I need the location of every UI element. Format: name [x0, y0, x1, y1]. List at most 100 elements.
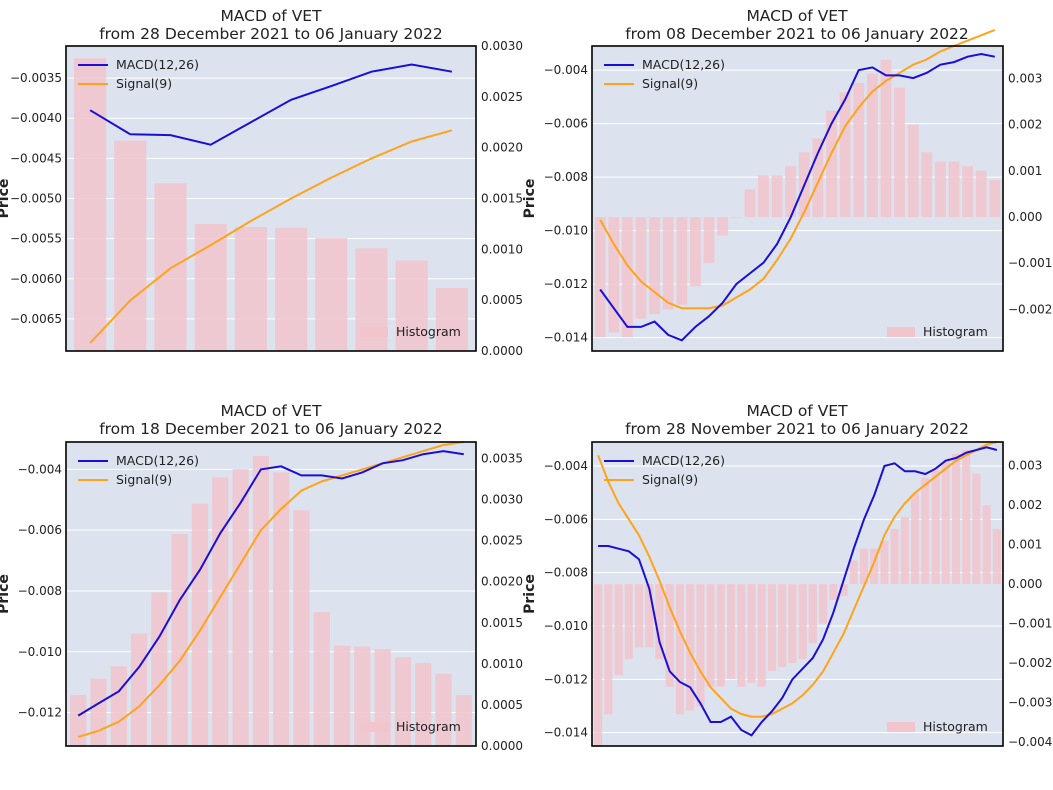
- y2-tick-label: −0.001: [1008, 256, 1052, 270]
- chart-panel-4: MACD of VETfrom 28 November 2021 to 06 J…: [522, 402, 1052, 749]
- legend-histogram-label: Histogram: [396, 719, 461, 734]
- histogram-bar: [747, 584, 755, 683]
- histogram-bar: [901, 517, 909, 584]
- histogram-bar: [962, 166, 973, 217]
- histogram-bar: [676, 584, 684, 714]
- y2-tick-label: 0.0005: [481, 698, 523, 712]
- y2-tick-label: 0.0015: [481, 616, 523, 630]
- legend-macd-label: MACD(12,26): [642, 57, 725, 72]
- histogram-bar: [758, 584, 766, 687]
- histogram-bar: [840, 92, 851, 217]
- histogram-bar: [799, 584, 807, 659]
- legend-signal-label: Signal(9): [116, 76, 172, 91]
- histogram-bar: [983, 505, 991, 584]
- y-tick-label: −0.0035: [10, 71, 62, 85]
- chart-subtitle: from 18 December 2021 to 06 January 2022: [99, 420, 443, 438]
- histogram-bar: [151, 592, 167, 746]
- histogram-bar: [737, 584, 745, 687]
- chart-title: MACD of VET: [220, 402, 322, 420]
- histogram-bar: [731, 217, 742, 218]
- histogram-bar: [704, 217, 715, 263]
- y2-tick-label: 0.0030: [481, 493, 523, 507]
- histogram-bar: [625, 584, 633, 659]
- plot-area: [66, 442, 476, 746]
- histogram-bar: [921, 152, 932, 217]
- histogram-bar: [663, 217, 674, 309]
- histogram-bar: [880, 541, 888, 584]
- histogram-bar: [293, 510, 309, 746]
- histogram-bar: [993, 529, 1001, 584]
- y2-tick-label: 0.001: [1008, 538, 1042, 552]
- y2-tick-label: 0.0020: [481, 141, 523, 155]
- y-axis-label: Price: [522, 179, 538, 219]
- histogram-bar: [744, 189, 755, 217]
- y-tick-label: −0.008: [18, 584, 62, 598]
- histogram-bar: [275, 228, 307, 351]
- y-tick-label: −0.014: [544, 726, 588, 740]
- histogram-bar: [594, 584, 602, 746]
- y-tick-label: −0.004: [544, 459, 588, 473]
- histogram-bar: [949, 162, 960, 217]
- histogram-bar: [829, 584, 837, 600]
- histogram-bar: [649, 217, 660, 314]
- legend-histogram-label: Histogram: [396, 324, 461, 339]
- histogram-bar: [850, 560, 858, 584]
- y-tick-label: −0.012: [18, 706, 62, 720]
- histogram-bar: [758, 175, 769, 217]
- y-tick-label: −0.010: [544, 224, 588, 238]
- histogram-bar: [172, 534, 188, 746]
- y-tick-label: −0.0045: [10, 151, 62, 165]
- histogram-bar: [192, 504, 208, 746]
- y-tick-label: −0.0065: [10, 312, 62, 326]
- histogram-bar: [604, 584, 612, 714]
- y2-tick-label: 0.003: [1008, 71, 1042, 85]
- histogram-bar: [962, 450, 970, 584]
- y2-tick-label: −0.003: [1008, 696, 1052, 710]
- histogram-bar: [707, 584, 715, 687]
- histogram-bar: [436, 288, 468, 351]
- y2-tick-label: −0.001: [1008, 617, 1052, 631]
- histogram-bar: [989, 180, 1000, 217]
- histogram-bar: [819, 584, 827, 623]
- y-tick-label: −0.008: [544, 566, 588, 580]
- histogram-bar: [809, 584, 817, 643]
- y-tick-label: −0.0050: [10, 192, 62, 206]
- y-tick-label: −0.004: [18, 462, 62, 476]
- histogram-bar: [826, 111, 837, 217]
- y-axis-label: Price: [0, 179, 12, 219]
- y2-tick-label: 0.0025: [481, 534, 523, 548]
- legend-signal-label: Signal(9): [642, 472, 698, 487]
- histogram-bar: [942, 462, 950, 584]
- legend-macd-label: MACD(12,26): [642, 453, 725, 468]
- chart-subtitle: from 28 November 2021 to 06 January 2022: [625, 420, 969, 438]
- chart-title: MACD of VET: [746, 402, 848, 420]
- histogram-bar: [131, 633, 147, 746]
- y-tick-label: −0.014: [544, 331, 588, 345]
- histogram-bar: [921, 478, 929, 585]
- y-tick-label: −0.004: [544, 63, 588, 77]
- histogram-bar: [952, 454, 960, 584]
- histogram-bar: [972, 474, 980, 585]
- histogram-bar: [676, 217, 687, 305]
- histogram-bar: [608, 217, 619, 333]
- y-tick-label: −0.006: [18, 523, 62, 537]
- histogram-bar: [74, 58, 106, 351]
- histogram-bar: [772, 175, 783, 217]
- histogram-bar: [788, 584, 796, 663]
- histogram-bar: [314, 612, 330, 746]
- histogram-bar: [315, 238, 347, 351]
- histogram-bar: [812, 138, 823, 217]
- chart-title: MACD of VET: [220, 7, 322, 25]
- y2-tick-label: 0.003: [1008, 459, 1042, 473]
- chart-panel-2: MACD of VETfrom 08 December 2021 to 06 J…: [522, 7, 1052, 351]
- histogram-bar: [154, 183, 186, 351]
- histogram-bar: [768, 584, 776, 671]
- histogram-bar: [696, 584, 704, 706]
- histogram-bar: [931, 470, 939, 584]
- histogram-bar: [908, 125, 919, 217]
- y2-tick-label: 0.0015: [481, 192, 523, 206]
- histogram-bar: [935, 162, 946, 217]
- y2-tick-label: 0.0020: [481, 575, 523, 589]
- y2-tick-label: 0.0005: [481, 293, 523, 307]
